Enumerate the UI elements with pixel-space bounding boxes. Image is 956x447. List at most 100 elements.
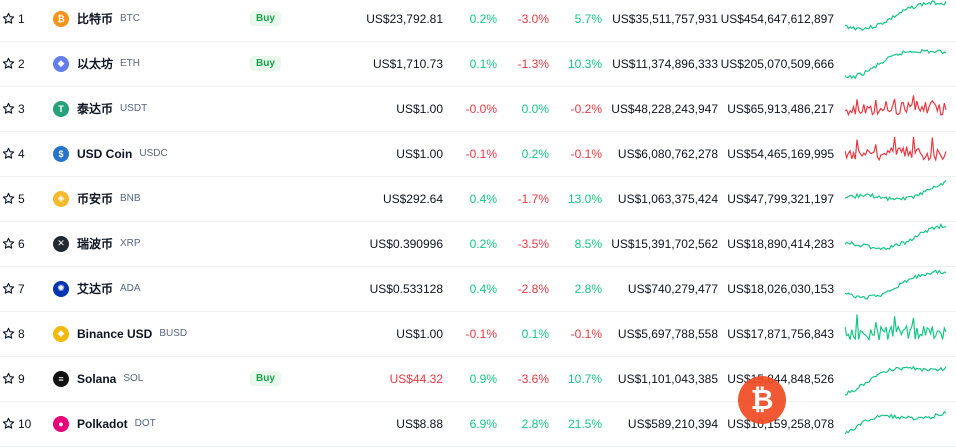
market-cap: US$11,374,896,333 <box>612 56 718 71</box>
price: US$44.32 <box>389 371 443 386</box>
rank: 5 <box>18 191 25 206</box>
star-icon[interactable] <box>0 221 16 266</box>
change-7d: -0.1% <box>570 326 602 341</box>
change-24h: -2.8% <box>517 281 549 296</box>
change-24h: -3.6% <box>517 371 549 386</box>
table-row[interactable]: 9 ≡ Solana SOL Buy US$44.32 0.9% -3.6% 1… <box>0 356 956 402</box>
volume-24h: US$18,026,030,153 <box>727 281 834 296</box>
price: US$0.533128 <box>369 281 443 296</box>
star-icon[interactable] <box>0 311 16 356</box>
coin-name[interactable]: 艾达币 <box>77 282 114 296</box>
change-7d: 5.7% <box>574 11 602 26</box>
table-row[interactable]: 2 ◆ 以太坊 ETH Buy US$1,710.73 0.1% -1.3% 1… <box>0 41 956 87</box>
change-7d: 13.0% <box>567 191 602 206</box>
coin-name[interactable]: 泰达币 <box>77 102 114 116</box>
coin-name[interactable]: 比特币 <box>77 12 114 26</box>
volume-24h: US$54,465,169,995 <box>727 146 834 161</box>
rank: 1 <box>18 11 25 26</box>
sparkline-path <box>845 179 947 202</box>
coin-cell[interactable]: ✺ 艾达币 ADA <box>53 266 243 311</box>
coin-logo-icon: ✺ <box>53 280 69 297</box>
star-icon[interactable] <box>0 131 16 176</box>
change-1h: 0.9% <box>469 371 497 386</box>
coin-cell[interactable]: $ USD Coin USDC <box>53 131 243 176</box>
table-row[interactable]: 1 ₿ 比特币 BTC Buy US$23,792.81 0.2% -3.0% … <box>0 0 956 42</box>
coin-logo-icon: ◈ <box>53 190 69 207</box>
volume-24h: US$18,890,414,283 <box>727 236 834 251</box>
market-cap: US$1,063,375,424 <box>617 191 718 206</box>
coin-logo-icon: T <box>53 100 69 117</box>
coin-symbol: BTC <box>120 13 141 24</box>
change-24h: -1.3% <box>517 56 549 71</box>
sparkline-7d <box>845 48 947 80</box>
buy-button[interactable]: Buy <box>250 371 281 386</box>
coin-name[interactable]: Binance USD <box>77 326 153 341</box>
market-cap: US$35,511,757,931 <box>612 11 718 26</box>
coin-logo-icon: ≡ <box>53 370 69 387</box>
buy-cell: Buy <box>250 356 281 401</box>
change-24h: 0.2% <box>521 146 549 161</box>
volume-24h: US$205,070,509,666 <box>720 56 834 71</box>
sparkline-path <box>845 136 947 162</box>
coin-name[interactable]: Polkadot <box>77 416 128 431</box>
star-icon[interactable] <box>0 176 16 221</box>
coin-name[interactable]: USD Coin <box>77 146 133 161</box>
sparkline-path <box>845 223 947 251</box>
star-icon[interactable] <box>0 401 16 446</box>
price: US$1.00 <box>396 146 443 161</box>
star-icon[interactable] <box>0 0 16 41</box>
coin-cell[interactable]: ◆ Binance USD BUSD <box>53 311 243 356</box>
change-7d: 10.7% <box>567 371 602 386</box>
market-cap: US$5,697,788,558 <box>617 326 718 341</box>
sparkline-path <box>845 365 947 396</box>
coin-name[interactable]: 以太坊 <box>77 57 114 71</box>
sparkline-path <box>845 410 947 435</box>
coin-symbol: BUSD <box>159 328 188 339</box>
coin-cell[interactable]: ≡ Solana SOL <box>53 356 243 401</box>
table-row[interactable]: 7 ✺ 艾达币 ADA US$0.533128 0.4% -2.8% 2.8% … <box>0 266 956 312</box>
market-cap: US$6,080,762,278 <box>617 146 718 161</box>
market-cap: US$48,228,243,947 <box>611 101 718 116</box>
change-1h: 6.9% <box>469 416 497 431</box>
price: US$0.390996 <box>369 236 443 251</box>
change-7d: -0.2% <box>570 101 602 116</box>
coin-cell[interactable]: T 泰达币 USDT <box>53 86 243 131</box>
star-icon[interactable] <box>0 356 16 401</box>
price: US$1.00 <box>396 326 443 341</box>
table-row[interactable]: 5 ◈ 币安币 BNB US$292.64 0.4% -1.7% 13.0% U… <box>0 176 956 222</box>
buy-button[interactable]: Buy <box>250 56 281 71</box>
sparkline-path <box>845 0 947 32</box>
star-icon[interactable] <box>0 41 16 86</box>
change-1h: -0.1% <box>465 146 497 161</box>
rank: 8 <box>18 326 25 341</box>
sparkline-7d <box>845 223 947 251</box>
coin-cell[interactable]: ◆ 以太坊 ETH <box>53 41 243 86</box>
coin-cell[interactable]: ◈ 币安币 BNB <box>53 176 243 221</box>
buy-button[interactable]: Buy <box>250 11 281 26</box>
table-row[interactable]: 4 $ USD Coin USDC US$1.00 -0.1% 0.2% -0.… <box>0 131 956 177</box>
rank: 9 <box>18 371 25 386</box>
change-7d: 10.3% <box>567 56 602 71</box>
sparkline-7d <box>845 179 947 202</box>
coin-cell[interactable]: ₿ 比特币 BTC <box>53 0 243 41</box>
coin-symbol: ETH <box>120 58 141 69</box>
market-cap: US$589,210,394 <box>627 416 718 431</box>
coin-cell[interactable]: ✕ 瑞波币 XRP <box>53 221 243 266</box>
market-cap: US$15,391,702,562 <box>611 236 718 251</box>
change-7d: -0.1% <box>570 146 602 161</box>
coin-name[interactable]: 币安币 <box>77 192 114 206</box>
coin-cell[interactable]: ● Polkadot DOT <box>53 401 243 446</box>
coin-name[interactable]: 瑞波币 <box>77 237 114 251</box>
change-24h: 0.1% <box>521 326 549 341</box>
coin-logo-icon: ● <box>53 415 69 432</box>
coin-name[interactable]: Solana <box>77 371 117 386</box>
table-row[interactable]: 8 ◆ Binance USD BUSD US$1.00 -0.1% 0.1% … <box>0 311 956 357</box>
star-icon[interactable] <box>0 266 16 311</box>
table-row[interactable]: 3 T 泰达币 USDT US$1.00 -0.0% 0.0% -0.2% US… <box>0 86 956 132</box>
sparkline-path <box>845 95 947 117</box>
table-row[interactable]: 10 ● Polkadot DOT US$8.88 6.9% 2.8% 21.5… <box>0 401 956 447</box>
star-icon[interactable] <box>0 86 16 131</box>
sparkline-7d <box>845 95 947 117</box>
table-row[interactable]: 6 ✕ 瑞波币 XRP US$0.390996 0.2% -3.5% 8.5% … <box>0 221 956 267</box>
rank: 3 <box>18 101 25 116</box>
